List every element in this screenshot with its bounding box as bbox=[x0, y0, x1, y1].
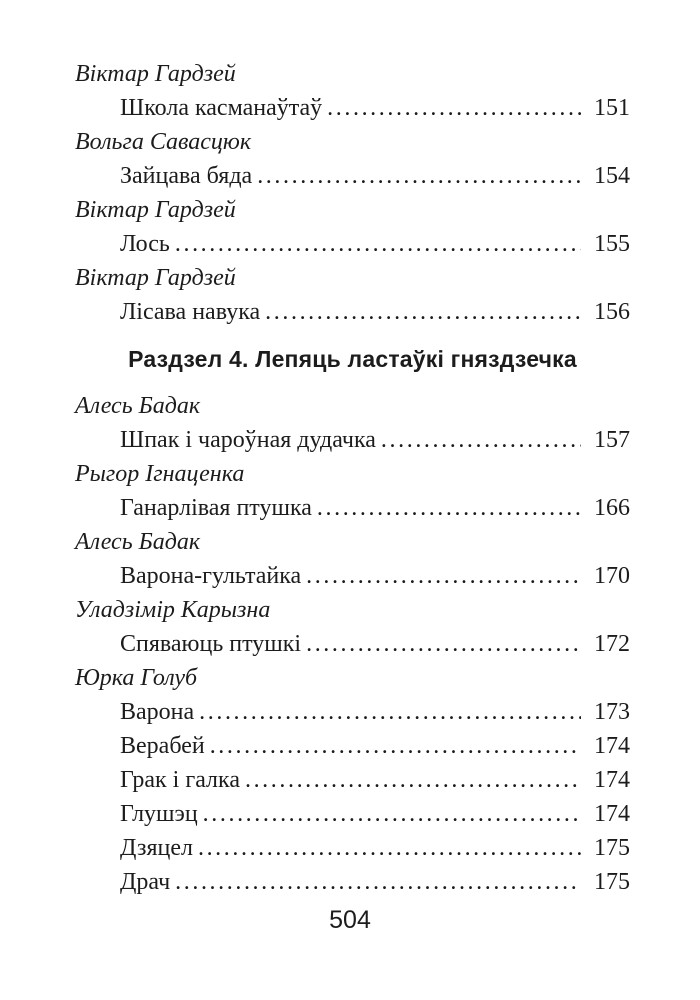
toc-entry-page-number: 173 bbox=[594, 699, 630, 725]
toc-section-heading: Раздзел 4. Лепяць ластаўкі гняздзечка bbox=[128, 346, 577, 372]
toc-entry-title: Верабей bbox=[120, 733, 205, 759]
toc-entry-title: Школа касманаўтаў bbox=[120, 95, 323, 121]
toc-entry-page-number: 156 bbox=[594, 299, 630, 325]
toc-entry-title: Варона-гультайка bbox=[120, 563, 302, 589]
toc-author-name: Рыгор Ігнаценка bbox=[75, 461, 245, 487]
dot-leader bbox=[210, 729, 581, 763]
toc-entry-title: Шпак і чароўная дудачка bbox=[120, 427, 376, 453]
toc-entry-row: Школа касманаўтаў 151 bbox=[75, 91, 630, 125]
toc-entry-page-number: 174 bbox=[594, 733, 630, 759]
toc-entry-page-number: 175 bbox=[594, 835, 630, 861]
dot-leader bbox=[175, 865, 581, 899]
toc-entry-title: Зайцава бяда bbox=[120, 163, 253, 189]
toc-entry-row: Ганарлівая птушка 166 bbox=[75, 491, 630, 525]
toc-entry-page-number: 157 bbox=[594, 427, 630, 453]
dot-leader bbox=[317, 491, 581, 525]
toc-author-name: Алесь Бадак bbox=[75, 393, 201, 419]
toc-entry-title: Спяваюць птушкі bbox=[120, 631, 302, 657]
toc-entry-row: Зайцава бяда 154 bbox=[75, 159, 630, 193]
toc-entry-row: Верабей 174 bbox=[75, 729, 630, 763]
toc-entry-title: Ганарлівая птушка bbox=[120, 495, 312, 521]
toc-entry-row: Драч 175 bbox=[75, 865, 630, 899]
toc-entry-row: Лось 155 bbox=[75, 227, 630, 261]
toc-entry-page-number: 151 bbox=[594, 95, 630, 121]
toc-entry-title: Лось bbox=[120, 231, 170, 257]
table-of-contents: Віктар Гардзей Школа касманаўтаў 151 Вольга… bbox=[0, 0, 700, 899]
toc-entry-page-number: 154 bbox=[594, 163, 630, 189]
toc-entry-page-number: 174 bbox=[594, 801, 630, 827]
toc-author-name: Віктар Гардзей bbox=[75, 265, 236, 291]
dot-leader bbox=[175, 227, 581, 261]
dot-leader bbox=[203, 797, 581, 831]
toc-author-name: Віктар Гардзей bbox=[75, 61, 236, 87]
toc-entry-title: Грак і галка bbox=[120, 767, 240, 793]
toc-entry-title: Варона bbox=[120, 699, 195, 725]
toc-entry-row: Лісава навука 156 bbox=[75, 295, 630, 329]
toc-entry-title: Дзяцел bbox=[120, 835, 193, 861]
toc-entry-title: Лісава навука bbox=[120, 299, 261, 325]
dot-leader bbox=[327, 91, 581, 125]
toc-author-name: Юрка Голуб bbox=[75, 665, 198, 691]
dot-leader bbox=[199, 695, 581, 729]
toc-entry-row: Шпак і чароўная дудачка 157 bbox=[75, 423, 630, 457]
toc-entry-page-number: 175 bbox=[594, 869, 630, 895]
dot-leader bbox=[306, 627, 581, 661]
toc-author-name: Вольга Савасцюк bbox=[75, 129, 252, 155]
toc-author-name: Віктар Гардзей bbox=[75, 197, 236, 223]
toc-entry-row: Глушэц 174 bbox=[75, 797, 630, 831]
dot-leader bbox=[245, 763, 581, 797]
dot-leader bbox=[381, 423, 581, 457]
folio-page-number: 504 bbox=[329, 906, 371, 934]
toc-entry-page-number: 166 bbox=[594, 495, 630, 521]
toc-entry-page-number: 174 bbox=[594, 767, 630, 793]
toc-entry-row: Варона-гультайка 170 bbox=[75, 559, 630, 593]
dot-leader bbox=[198, 831, 581, 865]
toc-author-name: Алесь Бадак bbox=[75, 529, 201, 555]
toc-entry-page-number: 170 bbox=[594, 563, 630, 589]
toc-entry-title: Драч bbox=[120, 869, 171, 895]
toc-entry-row: Грак і галка 174 bbox=[75, 763, 630, 797]
toc-entry-row: Дзяцел 175 bbox=[75, 831, 630, 865]
toc-entry-row: Спяваюць птушкі 172 bbox=[75, 627, 630, 661]
toc-entry-title: Глушэц bbox=[120, 801, 198, 827]
dot-leader bbox=[257, 159, 581, 193]
toc-entry-row: Варона 173 bbox=[75, 695, 630, 729]
toc-author-name: Уладзімір Карызна bbox=[75, 597, 271, 623]
dot-leader bbox=[265, 295, 581, 329]
toc-entry-page-number: 155 bbox=[594, 231, 630, 257]
toc-entry-page-number: 172 bbox=[594, 631, 630, 657]
dot-leader bbox=[306, 559, 581, 593]
